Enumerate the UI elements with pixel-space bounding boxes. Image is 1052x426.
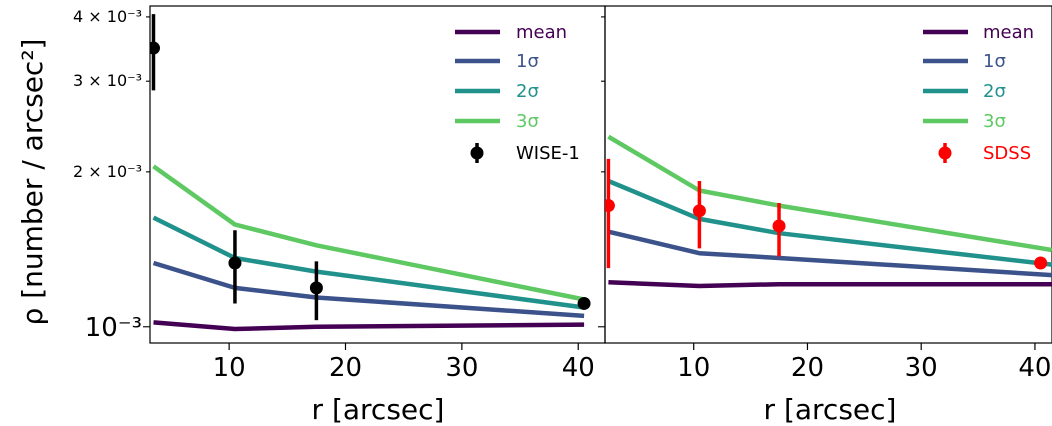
- left-data-point: [228, 256, 242, 270]
- right-data-point: [1034, 256, 1048, 270]
- right-legend-label: mean: [983, 22, 1034, 43]
- left-panel: 10 20 30 40 10⁻³ 2 × 10⁻³ 3 × 10⁻³ 4 × 10⁻³ mean…: [73, 5, 606, 383]
- right-series-line-3sigma: [607, 134, 1052, 253]
- y-tick-label: 2 × 10⁻³: [73, 162, 142, 181]
- right-data-point: [605, 199, 615, 213]
- right-axes-frame: [604, 5, 1052, 344]
- left-plot-area: [150, 14, 591, 332]
- left-data-point: [309, 281, 323, 295]
- left-legend: mean 1σ 2σ 3σ WISE-1: [455, 22, 580, 164]
- left-data-point: [577, 296, 591, 310]
- right-legend: mean 1σ 2σ 3σ SDSS: [923, 22, 1034, 164]
- right-legend-label: 2σ: [983, 81, 1006, 102]
- right-legend-label: 3σ: [983, 111, 1006, 132]
- right-data-point: [692, 204, 706, 218]
- left-x-tick-label: 30: [445, 353, 478, 383]
- right-y-ticks: [598, 16, 605, 328]
- right-x-tick-label: 10: [677, 353, 710, 383]
- right-legend-label: 1σ: [983, 51, 1006, 72]
- right-legend-points-label: SDSS: [983, 143, 1031, 164]
- right-x-tick-label: 40: [1018, 353, 1051, 383]
- left-legend-label: 3σ: [516, 111, 539, 132]
- right-plot-area: [605, 134, 1052, 289]
- right-x-tick-label: 20: [791, 353, 824, 383]
- left-x-ticks: 10 20 30 40: [213, 343, 595, 383]
- right-x-ticks: 10 20 30 40: [677, 343, 1051, 383]
- y-tick-label: 10⁻³: [85, 313, 142, 343]
- left-legend-label: 2σ: [516, 81, 539, 102]
- left-series-line-mean: [153, 320, 585, 332]
- x-axis-title-left: r [arcsec]: [312, 393, 445, 426]
- left-data-point: [150, 41, 160, 55]
- left-legend-point-swatch: [470, 146, 484, 160]
- right-x-tick-label: 30: [905, 353, 938, 383]
- left-series-line-2sigma: [152, 215, 585, 310]
- right-panel: 10 20 30 40 mean 1σ 2σ 3σ SDSS: [598, 5, 1052, 383]
- y-axis-title: ρ [number / arcsec²]: [16, 39, 49, 326]
- right-series-line-2sigma: [607, 178, 1052, 267]
- left-series-line-1sigma: [152, 260, 585, 319]
- right-legend-point-swatch: [938, 146, 952, 160]
- left-x-tick-label: 20: [329, 353, 362, 383]
- left-legend-label: 1σ: [516, 51, 539, 72]
- left-legend-points-label: WISE-1: [516, 143, 580, 164]
- left-series-line-3sigma: [152, 164, 585, 302]
- right-data-point: [772, 219, 786, 233]
- right-series-line-1sigma: [607, 229, 1052, 278]
- left-y-ticks: 10⁻³ 2 × 10⁻³ 3 × 10⁻³ 4 × 10⁻³: [73, 7, 150, 343]
- left-x-tick-label: 40: [562, 353, 595, 383]
- left-x-tick-label: 10: [213, 353, 246, 383]
- y-tick-label: 4 × 10⁻³: [73, 7, 142, 26]
- x-axis-title-right: r [arcsec]: [764, 393, 897, 426]
- left-legend-label: mean: [516, 22, 567, 43]
- y-tick-label: 3 × 10⁻³: [73, 71, 142, 90]
- right-series-line-mean: [608, 280, 1052, 289]
